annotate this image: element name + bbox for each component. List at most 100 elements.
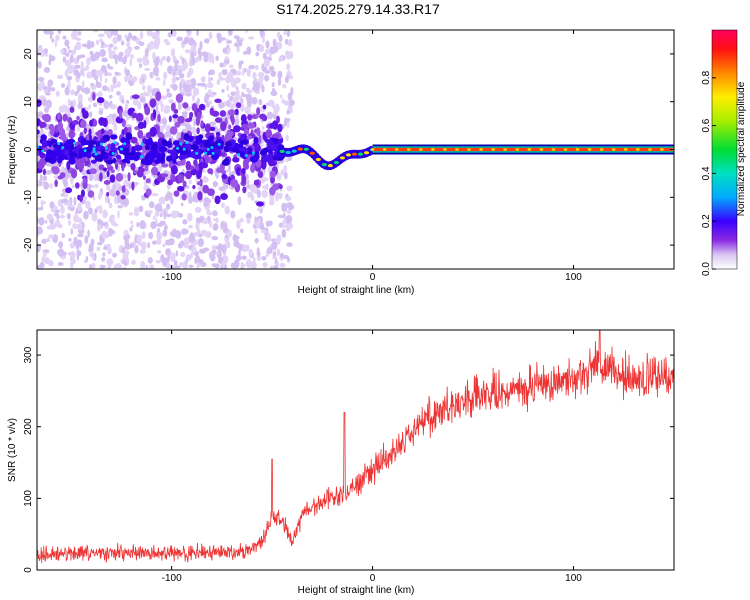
noise-blob (188, 37, 195, 46)
signal-blob (82, 177, 87, 184)
noise-blob (164, 224, 168, 231)
noise-blob (102, 222, 108, 227)
noise-blob (91, 262, 96, 269)
noise-blob (57, 223, 63, 229)
noise-blob (99, 38, 103, 43)
signal-blob (145, 188, 152, 197)
noise-blob (235, 254, 242, 262)
noise-blob (206, 211, 213, 216)
y-tick-label: -20 (23, 237, 34, 252)
noise-blob (126, 179, 130, 187)
snr-x-ticks: -100 0 100 (162, 330, 582, 584)
noise-blob (285, 157, 289, 163)
noise-blob (55, 34, 60, 42)
noise-blob (209, 253, 213, 259)
noise-blob (193, 232, 198, 237)
noise-blob (225, 206, 229, 212)
noise-blob (281, 224, 287, 229)
noise-blob (245, 87, 250, 92)
noise-blob (230, 262, 235, 269)
tone-core (285, 150, 291, 155)
noise-blob (124, 244, 131, 250)
noise-blob (131, 259, 136, 265)
noise-blob (222, 47, 227, 54)
noise-blob (262, 52, 267, 59)
noise-blob (165, 176, 171, 181)
noise-blob (96, 246, 101, 252)
core-blob (55, 148, 62, 156)
noise-blob (78, 223, 83, 231)
noise-blob (207, 89, 213, 94)
noise-blob (232, 96, 240, 105)
noise-blob (283, 100, 290, 106)
noise-blob (256, 189, 261, 199)
core-blob (133, 144, 143, 152)
noise-blob (162, 243, 166, 248)
noise-blob (259, 30, 265, 38)
noise-blob (40, 200, 47, 205)
colorbar-label: Normalized spectral amplitude (736, 81, 747, 216)
noise-blob (282, 255, 289, 260)
noise-blob (124, 48, 131, 58)
noise-blob (212, 210, 217, 215)
noise-blob (250, 191, 254, 198)
colorbar-tick-label: 0.4 (701, 166, 712, 180)
noise-blob (254, 82, 260, 92)
noise-blob (210, 93, 215, 98)
noise-blob (182, 260, 188, 269)
noise-blob (215, 245, 222, 250)
noise-blob (239, 218, 244, 223)
noise-blob (285, 196, 292, 201)
chart-title: S174.2025.279.14.33.R17 (276, 1, 440, 17)
noise-blob (125, 76, 133, 81)
noise-blob (104, 194, 108, 203)
colorbar: 0.0 0.2 0.4 0.6 0.8 Normalized spectral ampl… (701, 29, 747, 276)
noise-blob (43, 66, 51, 74)
noise-blob (190, 56, 196, 66)
noise-blob (238, 60, 242, 70)
noise-blob (125, 69, 131, 77)
noise-blob (183, 61, 189, 70)
steady-tone-highlight (587, 148, 592, 151)
noise-blob (113, 264, 118, 269)
noise-blob (187, 224, 194, 229)
noise-blob (174, 263, 178, 269)
noise-blob (226, 44, 230, 49)
noise-blob (276, 31, 281, 38)
signal-blob (240, 114, 247, 123)
noise-blob (107, 86, 111, 93)
noise-blob (216, 174, 219, 179)
colorbar-tick-label: 0.8 (701, 70, 712, 84)
signal-blob (51, 166, 57, 172)
tone-core (309, 151, 315, 155)
noise-blob (251, 96, 258, 105)
core-highlight (251, 151, 255, 155)
noise-blob (80, 61, 84, 70)
core-blob (88, 140, 98, 145)
noise-blob (107, 246, 112, 255)
noise-blob (146, 30, 153, 37)
noise-blob (37, 207, 42, 211)
signal-blob (98, 164, 105, 171)
noise-blob (214, 263, 220, 269)
noise-blob (228, 100, 232, 108)
noise-blob (261, 256, 267, 261)
noise-blob (153, 41, 160, 50)
noise-blob (91, 71, 95, 78)
noise-blob (208, 57, 212, 63)
noise-blob (110, 83, 114, 93)
core-blob (240, 139, 248, 145)
core-blob (240, 133, 248, 140)
noise-blob (173, 68, 176, 78)
noise-blob (221, 202, 225, 209)
noise-blob (147, 213, 151, 218)
noise-blob (284, 30, 289, 34)
noise-blob (49, 34, 53, 40)
core-blob (239, 151, 246, 158)
core-blob (110, 134, 118, 140)
noise-blob (242, 244, 248, 253)
noise-blob (285, 134, 289, 142)
noise-blob (268, 99, 275, 107)
noise-blob (181, 57, 185, 65)
noise-blob (47, 79, 54, 87)
